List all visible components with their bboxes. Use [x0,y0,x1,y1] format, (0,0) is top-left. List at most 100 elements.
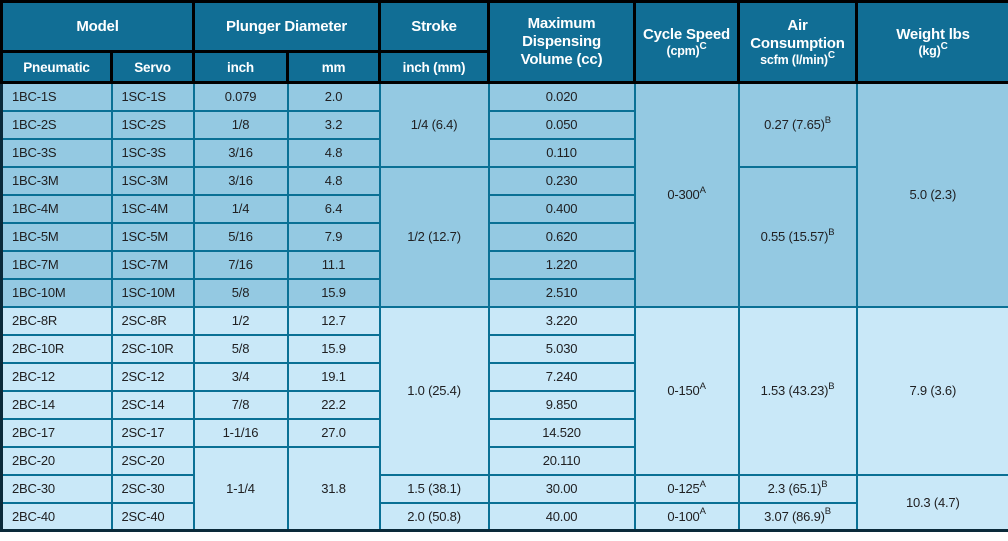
plunger-inch-cell: 1/8 [192,109,289,140]
servo-model-cell: 1SC-3S [110,137,195,168]
pneumatic-model-cell: 2BC-30 [0,473,113,504]
stroke-cell: 1/4 (6.4) [378,81,490,168]
plunger-inch-cell: 0.079 [192,81,289,112]
stroke-cell: 1/2 (12.7) [378,165,490,308]
pneumatic-model-cell: 2BC-40 [0,501,113,532]
plunger-inch-cell: 7/8 [192,389,289,420]
plunger-inch-cell: 1/2 [192,305,289,336]
pneumatic-model-cell: 1BC-4M [0,193,113,224]
cycle-speed-unit: (cpm)C [666,41,707,59]
pneumatic-model-cell: 1BC-3M [0,165,113,196]
plunger-mm-cell: 7.9 [286,221,381,252]
plunger-inch-cell: 5/8 [192,333,289,364]
volume-cell: 0.400 [487,193,636,224]
footnote-b: B [828,226,835,238]
table-row: 2BC-40 2SC-40 2.0 (50.8) 40.00 0-100A 3.… [0,501,1008,532]
plunger-inch-cell: 3/16 [192,137,289,168]
servo-model-cell: 2SC-14 [110,389,195,420]
plunger-mm-cell: 22.2 [286,389,381,420]
footnote-b: B [828,380,835,392]
air-consumption-cell: 0.27 (7.65)B [737,81,858,168]
servo-model-cell: 1SC-5M [110,221,195,252]
pneumatic-model-cell: 2BC-20 [0,445,113,476]
footnote-a: A [699,380,706,392]
cycle-speed-line1: Cycle Speed [643,25,731,43]
volume-cell: 3.220 [487,305,636,336]
plunger-mm-cell: 19.1 [286,361,381,392]
col-header-inch: inch [192,50,289,84]
table-row: 2BC-12 2SC-12 3/4 19.1 7.240 [0,361,1008,392]
pneumatic-model-cell: 2BC-12 [0,361,113,392]
volume-cell: 40.00 [487,501,636,532]
stroke-cell: 1.5 (38.1) [378,473,490,504]
cycle-speed-cell: 0-300A [633,81,740,308]
volume-cell: 9.850 [487,389,636,420]
max-volume-line3: Volume (cc) [520,50,603,68]
footnote-a: A [699,506,706,518]
servo-model-cell: 1SC-3M [110,165,195,196]
volume-cell: 0.020 [487,81,636,112]
servo-model-cell: 2SC-30 [110,473,195,504]
servo-model-cell: 1SC-2S [110,109,195,140]
col-header-cycle-speed: Cycle Speed (cpm)C [633,0,741,84]
volume-cell: 0.110 [487,137,636,168]
volume-cell: 5.030 [487,333,636,364]
col-header-air-consumption: Air Consumption scfm (l/min)C [737,0,859,84]
servo-model-cell: 2SC-8R [110,305,195,336]
max-volume-line1: Maximum [527,15,596,33]
pneumatic-model-cell: 2BC-17 [0,417,113,448]
servo-model-cell: 1SC-7M [110,249,195,280]
volume-cell: 2.510 [487,277,636,308]
volume-cell: 14.520 [487,417,636,448]
col-header-max-dispensing-volume: Maximum Dispensing Volume (cc) [487,0,637,84]
plunger-inch-cell: 3/16 [192,165,289,196]
volume-cell: 0.050 [487,109,636,140]
plunger-inch-cell: 1-1/16 [192,417,289,448]
pneumatic-model-cell: 1BC-5M [0,221,113,252]
servo-model-cell: 2SC-40 [110,501,195,532]
table-row: 1BC-3M 1SC-3M 3/16 4.8 1/2 (12.7) 0.230 … [0,165,1008,308]
servo-model-cell: 2SC-12 [110,361,195,392]
plunger-mm-cell: 4.8 [286,165,381,196]
table-row: 1BC-10M 1SC-10M 5/8 15.9 2.510 [0,277,1008,308]
weight-unit: (kg)C [918,41,948,59]
table-row: 1BC-5M 1SC-5M 5/16 7.9 0.620 [0,221,1008,252]
plunger-inch-cell: 7/16 [192,249,289,280]
col-header-mm: mm [285,50,382,84]
col-header-model: Model [0,0,195,53]
cycle-speed-cell: 0-125A [633,473,740,504]
stroke-cell: 1.0 (25.4) [378,305,490,476]
plunger-inch-cell: 1/4 [192,193,289,224]
pneumatic-model-cell: 1BC-2S [0,109,113,140]
pneumatic-model-cell: 1BC-3S [0,137,113,168]
weight-footnote: C [940,41,948,53]
plunger-mm-cell: 4.8 [286,137,381,168]
plunger-mm-cell: 31.8 [286,445,381,532]
col-header-servo: Servo [110,50,195,84]
table-row: 1BC-2S 1SC-2S 1/8 3.2 0.050 [0,109,1008,140]
table-row: 1BC-3S 1SC-3S 3/16 4.8 0.110 [0,137,1008,168]
air-consumption-line2: Consumption [750,34,845,52]
plunger-mm-cell: 12.7 [286,305,381,336]
plunger-mm-cell: 15.9 [286,333,381,364]
air-consumption-cell: 1.53 (43.23)B [737,305,858,476]
cycle-speed-cell: 0-100A [633,501,740,532]
air-consumption-cell: 2.3 (65.1)B [737,473,858,504]
table-row: 2BC-20 2SC-20 1-1/4 31.8 20.110 [0,445,1008,532]
weight-cell: 10.3 (4.7) [855,473,1008,532]
servo-model-cell: 1SC-10M [110,277,195,308]
footnote-a: A [699,184,706,196]
table-body: 1BC-1S 1SC-1S 0.079 2.0 1/4 (6.4) 0.020 … [0,81,1008,532]
pneumatic-model-cell: 1BC-7M [0,249,113,280]
pneumatic-model-cell: 1BC-1S [0,81,113,112]
servo-model-cell: 2SC-20 [110,445,195,476]
table-row: 2BC-17 2SC-17 1-1/16 27.0 14.520 [0,417,1008,448]
stroke-cell: 2.0 (50.8) [378,501,490,532]
table-row: 2BC-10R 2SC-10R 5/8 15.9 5.030 [0,333,1008,364]
weight-cell: 7.9 (3.6) [855,305,1008,476]
col-header-pneumatic: Pneumatic [0,50,113,84]
plunger-mm-cell: 6.4 [286,193,381,224]
plunger-mm-cell: 11.1 [286,249,381,280]
col-header-weight: Weight lbs (kg)C [855,0,1008,84]
max-volume-line2: Dispensing [522,33,601,51]
